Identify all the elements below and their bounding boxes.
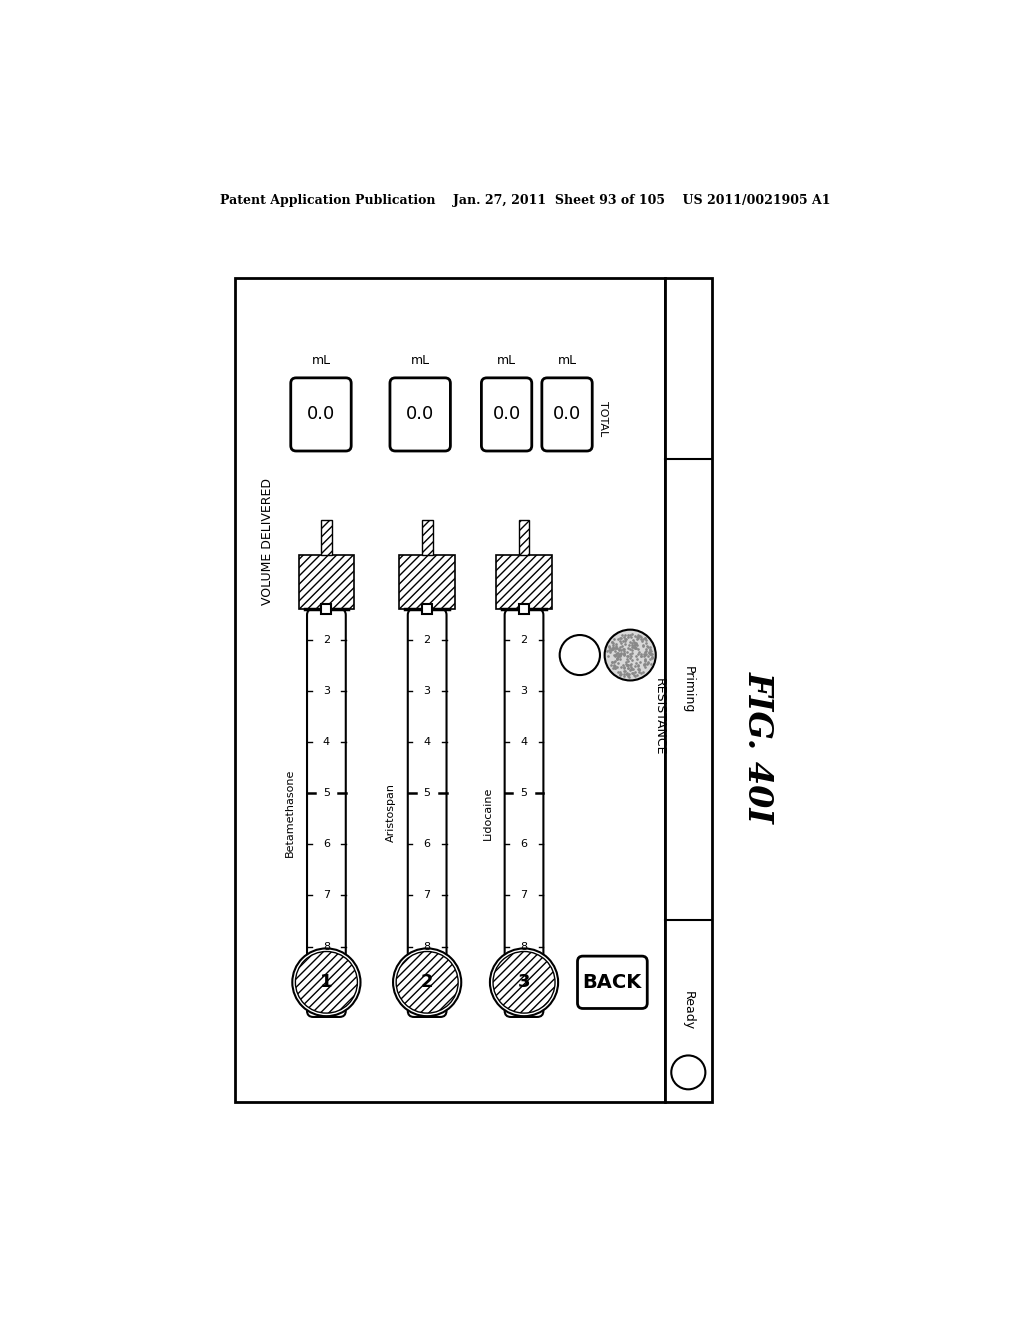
Text: Priming: Priming xyxy=(682,667,695,713)
Text: 4: 4 xyxy=(323,737,330,747)
Bar xyxy=(422,603,432,614)
Text: 8: 8 xyxy=(323,941,330,952)
Circle shape xyxy=(560,635,600,675)
Text: 6: 6 xyxy=(424,840,431,849)
Text: 2: 2 xyxy=(424,635,431,644)
Text: Ready: Ready xyxy=(682,991,695,1031)
Text: Betamethasone: Betamethasone xyxy=(285,768,295,857)
Text: Patent Application Publication    Jan. 27, 2011  Sheet 93 of 105    US 2011/0021: Patent Application Publication Jan. 27, … xyxy=(219,194,830,207)
Text: TOTAL: TOTAL xyxy=(598,401,608,436)
Text: VOLUME DELIVERED: VOLUME DELIVERED xyxy=(261,478,274,605)
Text: 9: 9 xyxy=(424,993,431,1003)
Text: 3: 3 xyxy=(518,973,530,991)
Text: 9: 9 xyxy=(323,993,330,1003)
FancyBboxPatch shape xyxy=(505,609,544,1016)
FancyBboxPatch shape xyxy=(408,609,446,1016)
Ellipse shape xyxy=(396,952,458,1014)
Text: 4: 4 xyxy=(424,737,431,747)
Text: 0.0: 0.0 xyxy=(407,405,434,424)
Text: 0.0: 0.0 xyxy=(553,405,582,424)
Text: 7: 7 xyxy=(520,891,527,900)
Text: 1: 1 xyxy=(321,973,333,991)
Ellipse shape xyxy=(292,948,360,1016)
Text: RESISTANCE: RESISTANCE xyxy=(653,678,667,755)
Text: 2: 2 xyxy=(323,635,330,644)
Bar xyxy=(299,554,354,609)
Bar xyxy=(665,277,712,1102)
Ellipse shape xyxy=(295,952,357,1014)
Text: mL: mL xyxy=(311,354,331,367)
Bar xyxy=(496,554,552,609)
Text: 3: 3 xyxy=(323,686,330,696)
FancyBboxPatch shape xyxy=(481,378,531,451)
Bar xyxy=(518,520,529,554)
Text: mL: mL xyxy=(497,354,516,367)
Text: 2: 2 xyxy=(421,973,433,991)
Text: 6: 6 xyxy=(520,840,527,849)
Bar xyxy=(321,520,332,554)
Text: 0.0: 0.0 xyxy=(307,405,335,424)
Text: 8: 8 xyxy=(424,941,431,952)
FancyBboxPatch shape xyxy=(578,956,647,1008)
Bar xyxy=(519,603,529,614)
Circle shape xyxy=(604,630,655,681)
FancyBboxPatch shape xyxy=(542,378,592,451)
Text: Lidocaine: Lidocaine xyxy=(482,787,493,840)
Text: 2: 2 xyxy=(520,635,527,644)
Text: BACK: BACK xyxy=(583,973,642,991)
Text: 7: 7 xyxy=(323,891,330,900)
Bar xyxy=(234,277,665,1102)
Bar xyxy=(322,603,332,614)
Text: 6: 6 xyxy=(323,840,330,849)
Ellipse shape xyxy=(393,948,461,1016)
FancyBboxPatch shape xyxy=(291,378,351,451)
Bar xyxy=(399,554,455,609)
Text: mL: mL xyxy=(557,354,577,367)
FancyBboxPatch shape xyxy=(307,609,346,1016)
Text: 8: 8 xyxy=(520,941,527,952)
Text: 4: 4 xyxy=(520,737,527,747)
Text: mL: mL xyxy=(411,354,430,367)
Text: FIG. 40I: FIG. 40I xyxy=(741,672,774,824)
Text: 3: 3 xyxy=(520,686,527,696)
Text: 9: 9 xyxy=(520,993,527,1003)
FancyBboxPatch shape xyxy=(390,378,451,451)
Text: 5: 5 xyxy=(424,788,431,799)
Text: 7: 7 xyxy=(424,891,431,900)
Text: 5: 5 xyxy=(323,788,330,799)
Text: 3: 3 xyxy=(424,686,431,696)
Bar xyxy=(422,520,432,554)
Circle shape xyxy=(672,1056,706,1089)
Ellipse shape xyxy=(489,948,558,1016)
Text: Aristospan: Aristospan xyxy=(386,783,395,842)
Text: 5: 5 xyxy=(520,788,527,799)
Ellipse shape xyxy=(493,952,555,1014)
Text: 0.0: 0.0 xyxy=(493,405,521,424)
